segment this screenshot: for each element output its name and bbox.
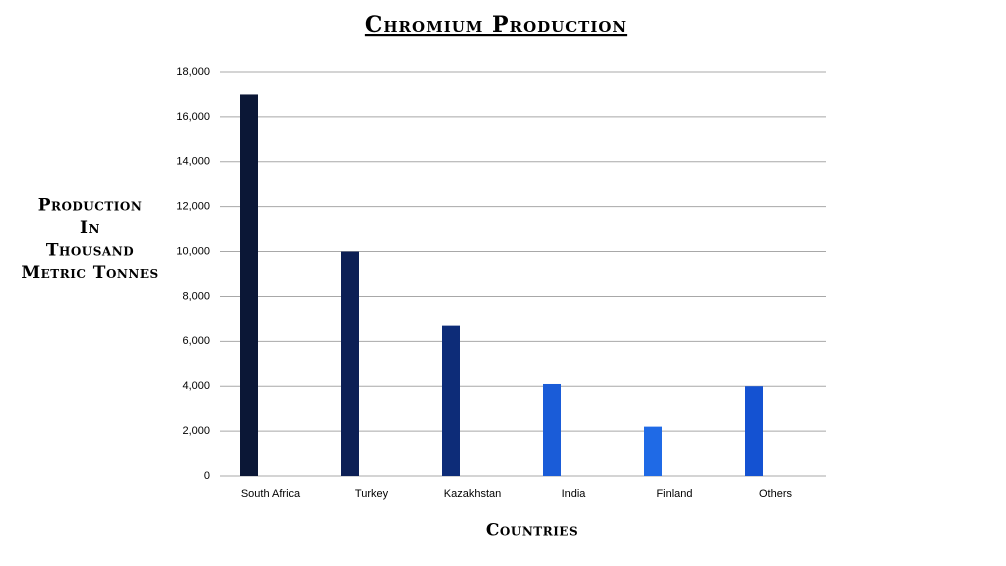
y-tick-label: 12,000 bbox=[176, 201, 210, 213]
bar bbox=[341, 251, 359, 476]
x-axis-title: Countries bbox=[486, 521, 578, 541]
x-tick-label: Finland bbox=[656, 488, 692, 500]
y-tick-label: 16,000 bbox=[176, 111, 210, 123]
y-axis-title: Thousand bbox=[46, 241, 134, 261]
y-tick-label: 14,000 bbox=[176, 156, 210, 168]
y-tick-label: 6,000 bbox=[182, 335, 210, 347]
bar bbox=[442, 325, 460, 476]
chart-title: Chromium Production bbox=[365, 12, 627, 38]
y-tick-label: 18,000 bbox=[176, 66, 210, 78]
bar bbox=[644, 426, 662, 476]
x-tick-label: Kazakhstan bbox=[444, 488, 501, 500]
bar bbox=[543, 383, 561, 476]
y-axis-title: Production bbox=[38, 196, 143, 216]
y-tick-label: 4,000 bbox=[182, 380, 210, 392]
x-tick-label: Turkey bbox=[355, 488, 389, 500]
x-tick-label: South Africa bbox=[241, 488, 301, 500]
y-tick-label: 2,000 bbox=[182, 425, 210, 437]
x-tick-label: Others bbox=[759, 488, 793, 500]
y-tick-label: 8,000 bbox=[182, 290, 210, 302]
x-tick-label: India bbox=[562, 488, 587, 500]
bar bbox=[745, 386, 763, 476]
bar bbox=[240, 94, 258, 476]
y-axis-title: In bbox=[80, 218, 100, 238]
y-tick-label: 10,000 bbox=[176, 245, 210, 257]
y-axis-title: Metric Tonnes bbox=[21, 263, 158, 283]
y-tick-label: 0 bbox=[204, 470, 210, 482]
